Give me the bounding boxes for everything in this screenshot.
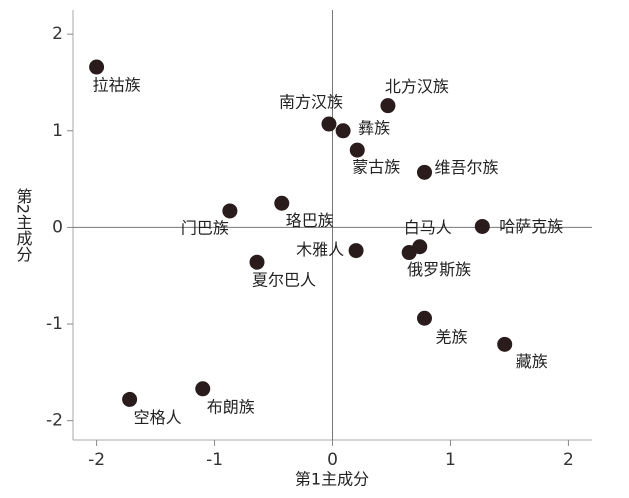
point xyxy=(249,254,265,270)
point-label: 彝族 xyxy=(358,118,390,137)
point xyxy=(349,142,365,158)
point xyxy=(321,116,337,132)
y-tick-label: 1 xyxy=(52,121,63,141)
point-label: 珞巴族 xyxy=(286,211,334,230)
point xyxy=(335,123,351,139)
y-tick-label: 2 xyxy=(52,24,63,44)
point-label: 哈萨克族 xyxy=(499,217,563,236)
point xyxy=(474,218,490,234)
point-label: 南方汉族 xyxy=(279,93,343,112)
x-tick-label: 0 xyxy=(327,450,338,470)
point-label: 蒙古族 xyxy=(352,158,400,177)
point-label: 羌族 xyxy=(435,328,467,347)
point xyxy=(417,310,433,326)
x-tick-label: -2 xyxy=(88,450,105,470)
point xyxy=(274,195,290,211)
point-label: 布朗族 xyxy=(207,397,255,416)
x-tick-label: 2 xyxy=(563,450,574,470)
point-label: 拉祜族 xyxy=(93,76,141,95)
point-label: 木雅人 xyxy=(296,240,344,259)
point xyxy=(401,245,417,261)
point xyxy=(122,391,138,407)
point-label: 白马人 xyxy=(404,218,452,237)
x-axis-title: 第1主成分 xyxy=(295,470,369,489)
point-label: 维吾尔族 xyxy=(434,158,498,177)
point xyxy=(195,381,211,397)
x-tick-label: -1 xyxy=(206,450,223,470)
point-label: 空格人 xyxy=(134,408,182,427)
point-label: 北方汉族 xyxy=(385,77,449,96)
point-label: 门巴族 xyxy=(181,218,229,237)
point xyxy=(380,98,396,114)
point xyxy=(417,164,433,180)
y-tick-label: 0 xyxy=(52,217,63,237)
y-tick-label: -1 xyxy=(46,314,63,334)
point-label: 藏族 xyxy=(516,352,548,371)
point xyxy=(497,336,513,352)
point xyxy=(89,59,105,75)
point xyxy=(348,243,364,259)
point xyxy=(222,203,238,219)
point-label: 俄罗斯族 xyxy=(407,260,471,279)
x-tick-label: 1 xyxy=(445,450,456,470)
y-axis-title: 第2主成分 xyxy=(14,188,33,263)
point-label: 夏尔巴人 xyxy=(252,271,316,290)
y-tick-label: -2 xyxy=(46,411,63,431)
